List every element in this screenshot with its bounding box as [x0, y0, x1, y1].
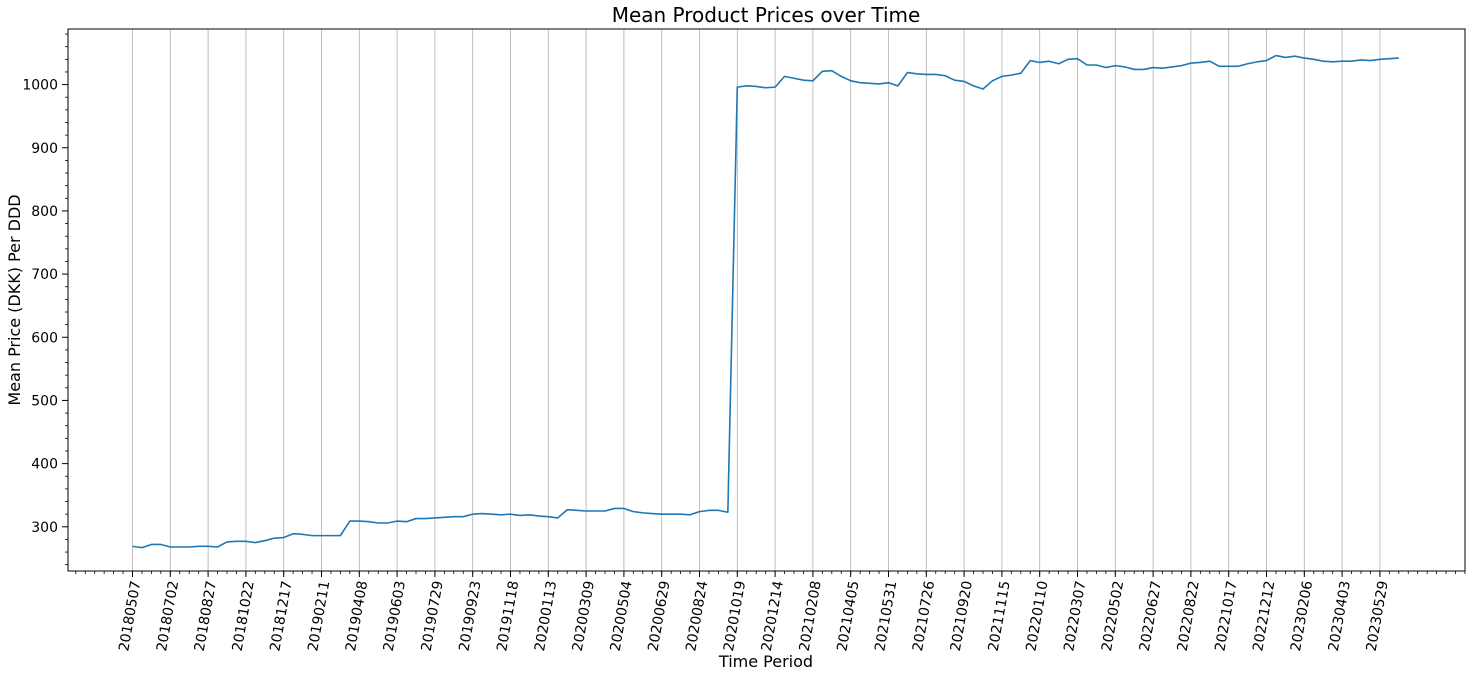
- y-axis-ticks: 300 400 500 600 700 800 900 1000: [22, 33, 68, 566]
- x-tick-label: 20200629: [645, 580, 673, 653]
- x-tick-label: 20210208: [797, 580, 825, 653]
- x-tick-label: 20220110: [1023, 580, 1051, 653]
- x-tick-label: 20211115: [986, 580, 1014, 653]
- y-tick-label: 500: [31, 393, 58, 409]
- x-tick-label: 20190603: [381, 580, 409, 653]
- x-tick-label: 20220822: [1175, 580, 1203, 653]
- x-axis-label: Time Period: [718, 652, 813, 671]
- x-tick-label: 20201019: [721, 580, 749, 653]
- x-tick-label: 20191118: [494, 580, 522, 653]
- x-tick-label: 20190729: [419, 580, 447, 653]
- x-tick-label: 20180827: [192, 580, 220, 653]
- x-tick-label: 20220307: [1061, 580, 1089, 653]
- grid-layer: [132, 29, 1381, 571]
- x-tick-label: 20181022: [230, 580, 258, 653]
- x-tick-label: 20200309: [570, 580, 598, 653]
- x-tick-label: 20230529: [1364, 580, 1392, 653]
- x-tick-label: 20200113: [532, 580, 560, 653]
- x-tick-label: 20210920: [948, 580, 976, 653]
- x-tick-label: 20230403: [1326, 580, 1354, 653]
- x-tick-label: 20230206: [1288, 580, 1316, 653]
- y-axis-label: Mean Price (DKK) Per DDD: [5, 194, 24, 405]
- x-tick-label: 20200824: [683, 580, 711, 653]
- line-layer: [132, 54, 1399, 549]
- y-tick-label: 600: [31, 330, 58, 346]
- y-tick-label: 900: [31, 141, 58, 157]
- x-tick-label: 20220502: [1099, 580, 1127, 653]
- x-tick-label: 20190408: [343, 580, 371, 653]
- y-tick-label: 300: [31, 520, 58, 536]
- x-axis-ticks: 20180507 20180702 20180827 20181022 20181217…: [75, 571, 1466, 653]
- plot-frame: [67, 28, 1466, 572]
- x-tick-label: 20181217: [267, 580, 295, 653]
- x-tick-label: 20180507: [116, 580, 144, 653]
- price-series-line: [132, 54, 1399, 549]
- x-tick-label: 20180702: [154, 580, 182, 653]
- chart-title: Mean Product Prices over Time: [612, 3, 921, 27]
- x-tick-label: 20200504: [608, 580, 636, 653]
- x-tick-label: 20221212: [1250, 580, 1278, 653]
- x-tick-label: 20210405: [834, 580, 862, 653]
- x-tick-label: 20210726: [910, 580, 938, 653]
- x-tick-label: 20190923: [456, 580, 484, 653]
- x-tick-label: 20221017: [1212, 580, 1240, 653]
- x-tick-label: 20190211: [305, 580, 333, 653]
- x-tick-label: 20220627: [1137, 580, 1165, 653]
- y-tick-label: 400: [31, 457, 58, 473]
- y-tick-label: 1000: [22, 78, 58, 94]
- y-tick-label: 800: [31, 204, 58, 220]
- x-tick-label: 20201214: [759, 580, 787, 653]
- x-tick-label: 20210531: [872, 580, 900, 653]
- y-tick-label: 700: [31, 267, 58, 283]
